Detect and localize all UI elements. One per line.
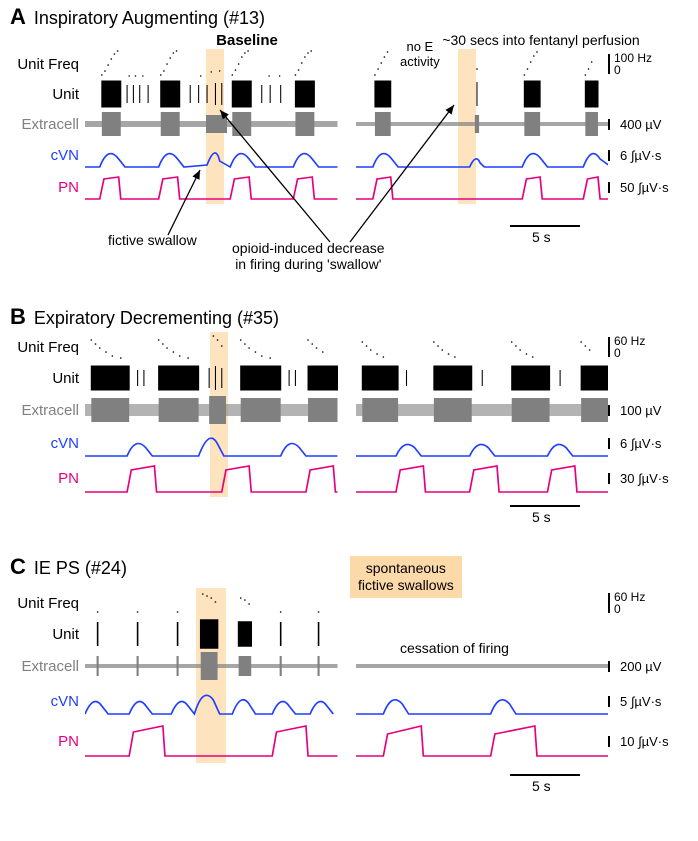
scale-pn-c: 10 ∫µV·s xyxy=(608,734,688,749)
cvn-val-b: 6 ∫µV·s xyxy=(614,436,661,451)
col-baseline: Baseline xyxy=(100,32,394,49)
cvn-val-a: 6 ∫µV·s xyxy=(614,148,661,163)
label-cvn-c: cVN xyxy=(10,693,85,710)
extracell-val-a: 400 µV xyxy=(614,117,661,132)
label-unit: Unit xyxy=(10,86,85,103)
trace-extracell-a xyxy=(85,109,608,139)
panel-b-title-text: Expiratory Decrementing (#35) xyxy=(34,308,279,328)
row-unit-c: Unit xyxy=(10,618,688,650)
row-pn-b: PN 30 ∫µV·s xyxy=(10,460,688,496)
panel-c-letter: C xyxy=(10,554,26,579)
scale-extracell-a: 400 µV xyxy=(608,117,688,132)
scale-pn-a: 50 ∫µV·s xyxy=(608,180,688,195)
label-cvn: cVN xyxy=(10,147,85,164)
scale-pn-b: 30 ∫µV·s xyxy=(608,471,688,486)
row-extracell-a: Extracell 400 µV xyxy=(10,109,688,139)
panel-a-title-text: Inspiratory Augmenting (#13) xyxy=(34,8,265,28)
scale-cvn-c: 5 ∫µV·s xyxy=(608,694,688,709)
pn-val-c: 10 ∫µV·s xyxy=(614,734,669,749)
label-unitfreq-b: Unit Freq xyxy=(10,339,85,356)
annot-opioid-decrease: opioid-induced decrease in firing during… xyxy=(232,240,385,272)
trace-pn-a xyxy=(85,171,608,203)
scale-freq-a: 100 Hz0 xyxy=(608,52,688,76)
panel-a-title: A Inspiratory Augmenting (#13) xyxy=(10,4,688,30)
panel-b-traces: Unit Freq 60 Hz0 Unit xyxy=(10,332,688,497)
label-extracell: Extracell xyxy=(10,116,85,133)
row-cvn-b: cVN 6 ∫µV·s xyxy=(10,426,688,460)
row-extracell-c: Extracell 200 µV xyxy=(10,650,688,682)
pn-val-b: 30 ∫µV·s xyxy=(614,471,669,486)
row-cvn-c: cVN 5 ∫µV·s xyxy=(10,682,688,720)
row-unitfreq-a: Unit Freq xyxy=(10,49,688,79)
label-extracell-c: Extracell xyxy=(10,658,85,675)
freq-hi-a: 100 Hz xyxy=(614,52,688,64)
row-pn-c: PN 10 ∫µV·s xyxy=(10,720,688,762)
panel-a-letter: A xyxy=(10,4,26,29)
row-pn-a: PN 50 ∫µV·s xyxy=(10,171,688,203)
trace-cvn-a xyxy=(85,139,608,171)
trace-unit-a xyxy=(85,79,608,109)
freq-hi-b: 60 Hz xyxy=(614,335,688,347)
annot-no-e: no E activity xyxy=(400,40,440,70)
cvn-val-c: 5 ∫µV·s xyxy=(614,694,661,709)
label-unitfreq: Unit Freq xyxy=(10,56,85,73)
extracell-val-c: 200 µV xyxy=(614,659,661,674)
pn-val-a: 50 ∫µV·s xyxy=(614,180,669,195)
panel-c-traces: Unit Freq 60 Hz0 Unit cessation of firin… xyxy=(10,588,688,763)
label-pn-b: PN xyxy=(10,470,85,487)
panel-b-title: B Expiratory Decrementing (#35) xyxy=(10,304,688,330)
legend-swallows: spontaneous fictive swallows xyxy=(350,556,462,598)
freq-lo-a: 0 xyxy=(614,64,688,76)
scale-freq-c: 60 Hz0 xyxy=(608,591,688,615)
freq-lo-c: 0 xyxy=(614,603,688,615)
row-cvn-a: cVN 6 ∫µV·s xyxy=(10,139,688,171)
timebar-c xyxy=(510,774,580,776)
scale-extracell-b: 100 µV xyxy=(608,403,688,418)
panel-a-traces: Unit Freq xyxy=(10,49,688,204)
freq-lo-b: 0 xyxy=(614,347,688,359)
panel-b-letter: B xyxy=(10,304,26,329)
scale-cvn-a: 6 ∫µV·s xyxy=(608,148,688,163)
scale-freq-b: 60 Hz0 xyxy=(608,335,688,359)
panel-c-title-text: IE PS (#24) xyxy=(34,558,127,578)
label-unitfreq-c: Unit Freq xyxy=(10,595,85,612)
timebar-c-label: 5 s xyxy=(532,778,551,794)
scale-extracell-c: 200 µV xyxy=(608,659,688,674)
timebar-b xyxy=(510,505,580,507)
label-unit-b: Unit xyxy=(10,370,85,387)
trace-unitfreq-a xyxy=(85,49,608,79)
row-unitfreq-b: Unit Freq 60 Hz0 xyxy=(10,332,688,362)
freq-hi-c: 60 Hz xyxy=(614,591,688,603)
label-extracell-b: Extracell xyxy=(10,402,85,419)
panel-b: B Expiratory Decrementing (#35) Unit Freq… xyxy=(0,300,698,550)
panel-c: C IE PS (#24) spontaneous fictive swallow… xyxy=(0,550,698,830)
row-unit-a: Unit xyxy=(10,79,688,109)
timebar-a xyxy=(510,225,580,227)
timebar-b-label: 5 s xyxy=(532,509,551,525)
scale-cvn-b: 6 ∫µV·s xyxy=(608,436,688,451)
label-unit-c: Unit xyxy=(10,626,85,643)
panel-a: A Inspiratory Augmenting (#13) Baseline ~… xyxy=(0,0,698,300)
label-pn-c: PN xyxy=(10,733,85,750)
annot-cessation: cessation of firing xyxy=(400,640,509,656)
label-cvn-b: cVN xyxy=(10,435,85,452)
panel-a-col-headers: Baseline ~30 secs into fentanyl perfusio… xyxy=(10,32,688,49)
annot-fictive-swallow: fictive swallow xyxy=(108,232,197,248)
extracell-val-b: 100 µV xyxy=(614,403,661,418)
timebar-a-label: 5 s xyxy=(532,229,551,245)
row-extracell-b: Extracell 100 µV xyxy=(10,394,688,426)
row-unitfreq-c: Unit Freq 60 Hz0 xyxy=(10,588,688,618)
panel-c-title: C IE PS (#24) xyxy=(10,554,688,580)
row-unit-b: Unit xyxy=(10,362,688,394)
label-pn: PN xyxy=(10,179,85,196)
